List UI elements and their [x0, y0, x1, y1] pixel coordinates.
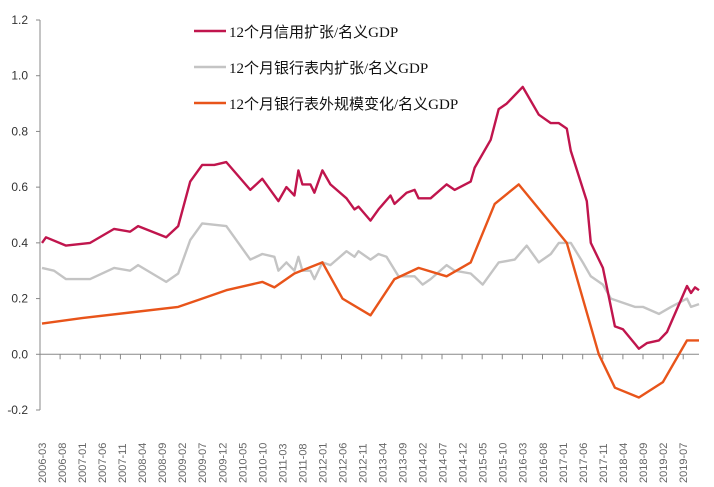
x-tick-label: 2014-07	[438, 443, 450, 483]
x-tick-label: 2006-03	[37, 443, 49, 483]
x-tick-label: 2014-12	[458, 443, 470, 483]
y-tick-label: 0.6	[11, 180, 28, 194]
x-tick-label: 2008-09	[157, 443, 169, 483]
x-tick-label: 2012-06	[337, 443, 349, 483]
y-tick-label: 0.8	[11, 124, 28, 138]
legend-label: 12个月银行表外规模变化/名义GDP	[229, 96, 458, 113]
y-tick-label: 1.0	[11, 69, 28, 83]
x-tick-label: 2017-11	[598, 443, 610, 483]
x-tick-label: 2018-09	[638, 443, 650, 483]
x-tick-label: 2006-08	[57, 443, 69, 483]
x-tick-label: 2013-04	[378, 443, 390, 483]
series-lines	[41, 85, 700, 399]
x-tick-label: 2011-03	[277, 443, 289, 483]
x-tick-label: 2019-07	[678, 443, 690, 483]
legend-label: 12个月银行表内扩张/名义GDP	[229, 60, 428, 77]
x-tick-label: 2007-11	[117, 443, 129, 483]
series-line-1	[41, 85, 700, 350]
x-tick-label: 2012-11	[357, 443, 369, 483]
x-tick-label: 2009-12	[217, 443, 229, 483]
x-tick-label: 2007-06	[97, 443, 109, 483]
x-tick-label: 2010-10	[257, 443, 269, 483]
x-tick-label: 2010-05	[237, 443, 249, 483]
y-tick-label: 0.4	[11, 236, 28, 250]
x-tick-label: 2016-03	[518, 443, 530, 483]
axes: -0.2 0.0 0.2 0.4 0.6 0.8 1.0 1.2 2006-03 2006-08 2…	[7, 13, 699, 483]
x-tick-label: 2007-01	[77, 443, 89, 483]
x-tick-label: 2009-02	[177, 443, 189, 483]
y-tick-label: 1.2	[11, 13, 28, 27]
x-tick-label: 2008-04	[137, 443, 149, 483]
x-tick-label: 2015-10	[498, 443, 510, 483]
series-line-2	[41, 222, 700, 316]
x-tick-label: 2019-02	[658, 443, 670, 483]
y-tick-label: -0.2	[7, 403, 28, 417]
x-tick-label: 2014-02	[418, 443, 430, 483]
x-tick-label: 2016-08	[538, 443, 550, 483]
legend-label: 12个月信用扩张/名义GDP	[229, 24, 398, 41]
x-tick-label: 2013-09	[398, 443, 410, 483]
x-tick-label: 2011-08	[297, 443, 309, 483]
x-tick-label: 2015-05	[478, 443, 490, 483]
x-tick-label: 2018-04	[618, 443, 630, 483]
x-tick-label: 2012-01	[317, 443, 329, 483]
series-line-3	[41, 183, 699, 399]
y-tick-label: 0.2	[11, 292, 28, 306]
x-tick-label: 2017-06	[578, 443, 590, 483]
y-tick-label: 0.0	[11, 347, 28, 361]
x-tick-label: 2017-01	[558, 443, 570, 483]
legend: 12个月信用扩张/名义GDP 12个月银行表内扩张/名义GDP 12个月银行表外规模…	[194, 24, 458, 113]
x-tick-label: 2009-07	[197, 443, 209, 483]
